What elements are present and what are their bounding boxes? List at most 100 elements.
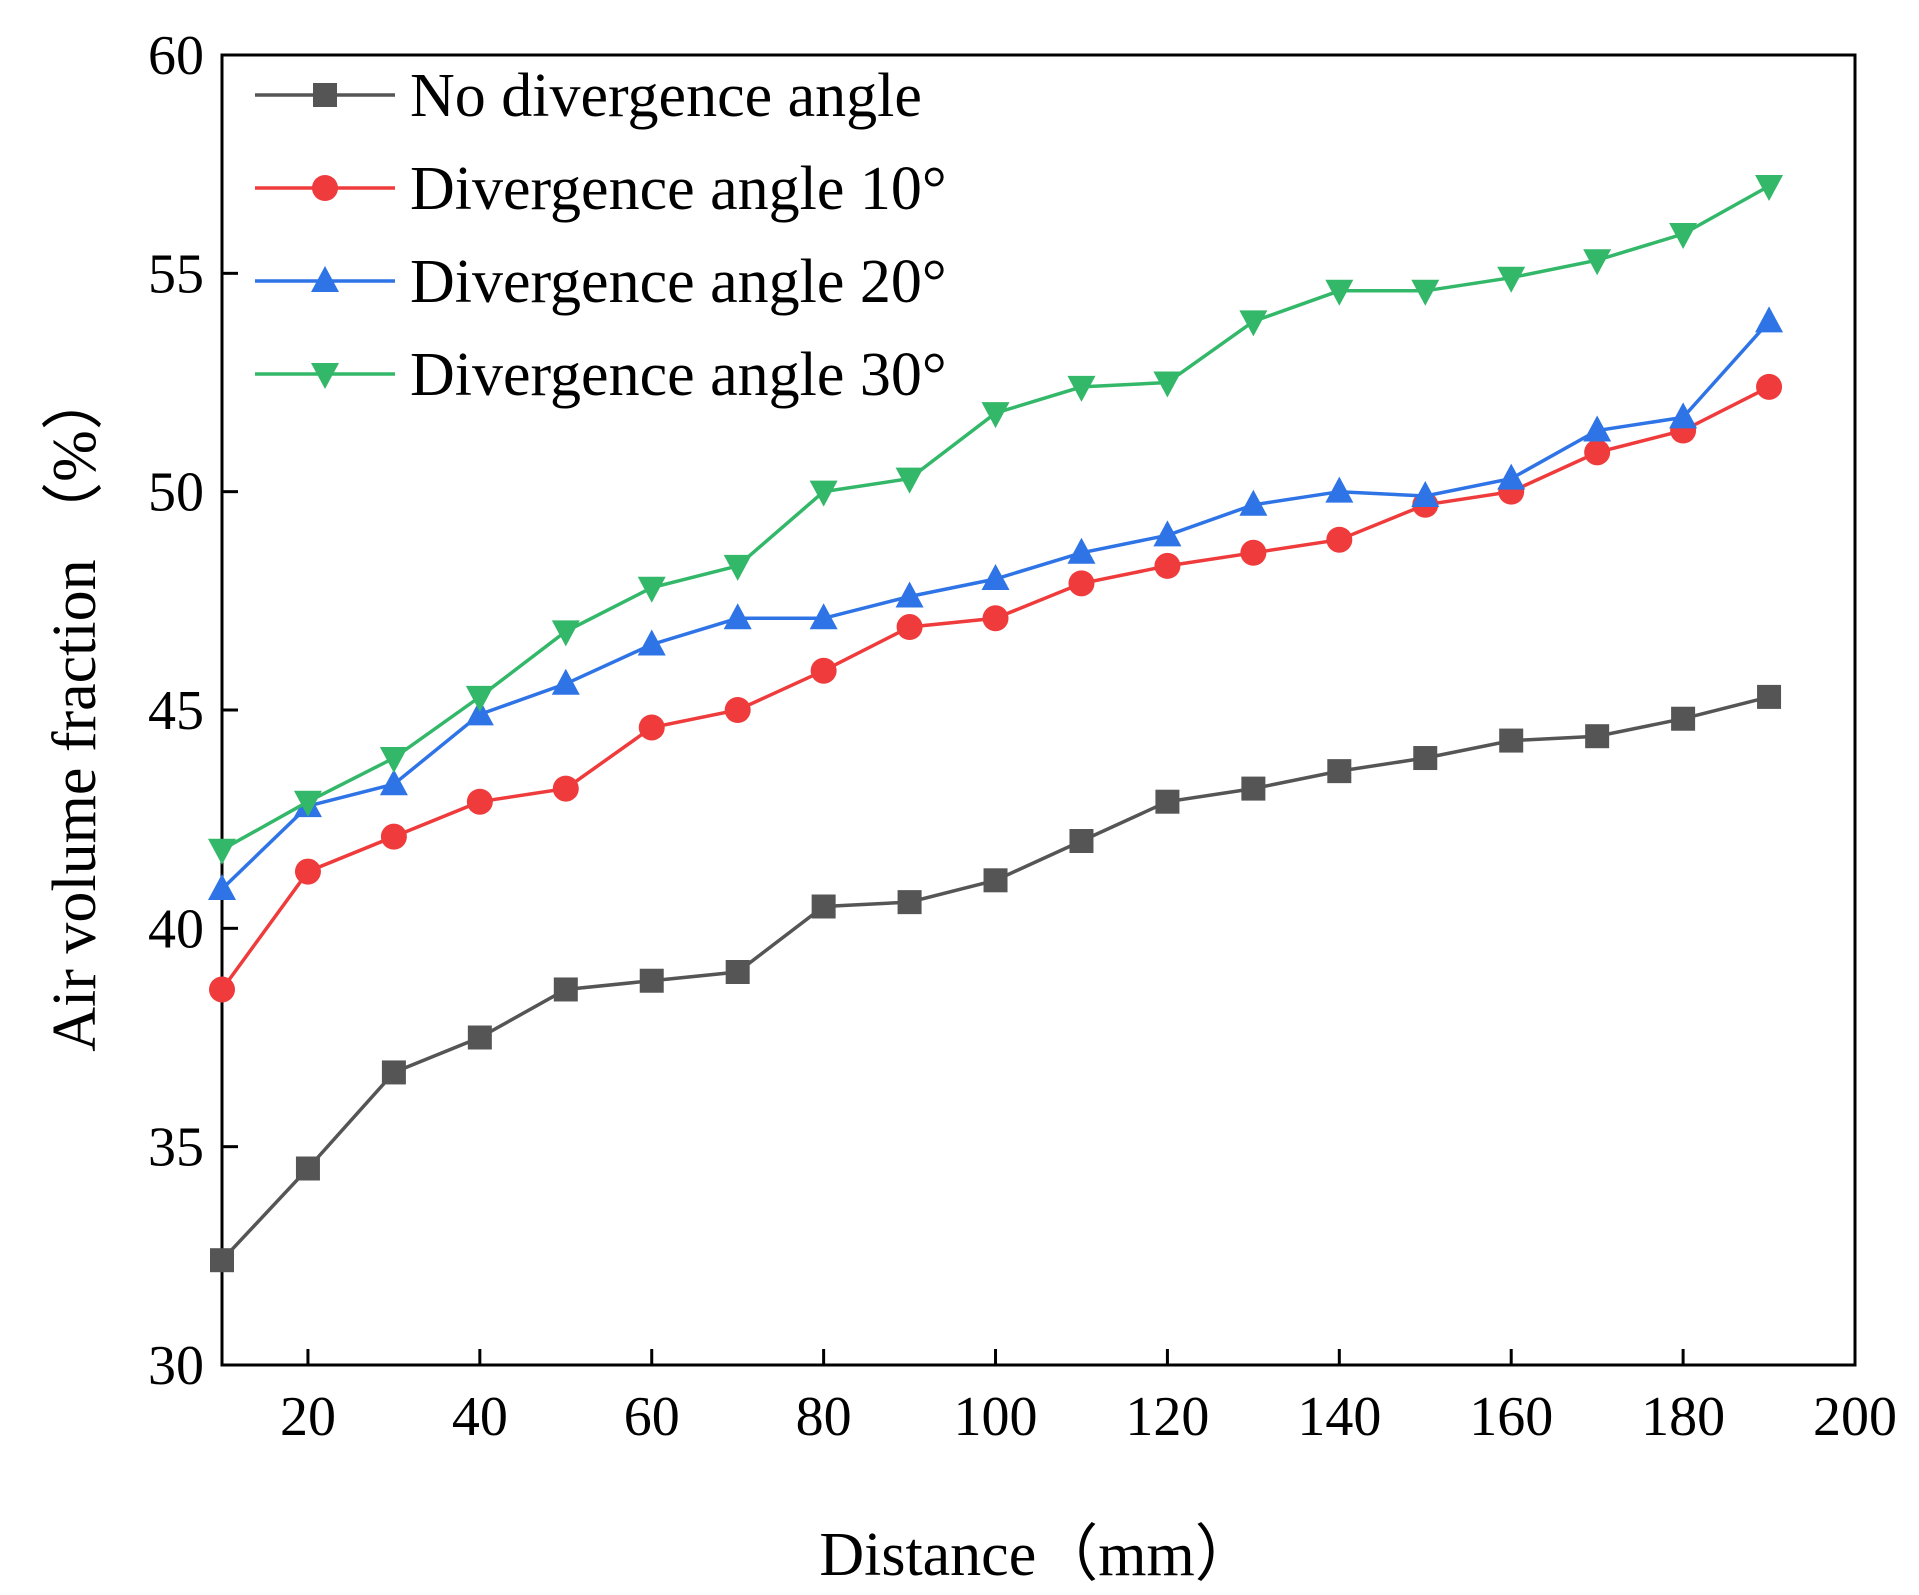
y-tick-label: 60 [148,25,204,87]
x-tick-label: 140 [1297,1386,1381,1448]
data-point [1241,776,1266,801]
data-point [981,564,1010,590]
legend-label: Divergence angle 20° [410,248,947,316]
data-point [379,747,408,774]
data-point [553,977,578,1002]
data-point [1757,684,1782,709]
data-point [897,890,922,915]
x-tick-label: 120 [1125,1386,1209,1448]
data-point [293,790,322,817]
data-point [551,668,580,695]
data-point [1153,520,1182,547]
legend-item: No divergence angle [255,62,922,130]
legend-item: Divergence angle 20° [255,248,947,316]
data-point [981,402,1010,429]
data-point [639,968,664,993]
x-axis-title: Distance（mm） [819,1521,1256,1589]
data-point [638,714,665,741]
data-point [725,960,750,984]
data-point [379,769,408,796]
data-point [466,788,493,815]
data-point [294,858,321,885]
data-point [1327,759,1352,784]
data-point [1583,415,1612,442]
data-point [210,1248,234,1273]
legend-item: Divergence angle 30° [255,341,947,409]
data-point [1669,223,1698,250]
y-tick-label: 40 [148,898,204,960]
data-point [551,620,580,647]
data-point [467,1025,492,1050]
data-point [1155,789,1180,814]
data-point [637,629,666,656]
axes: 20 40 60 80 100 120 140 160 180 200 30 35 40 45 50 55 60 [148,25,1897,1448]
data-point [809,603,838,630]
data-point [381,1060,406,1085]
x-tick-label: 40 [452,1386,508,1448]
legend-swatch-marker [312,175,338,201]
data-point [1499,728,1524,753]
x-tick-label: 100 [954,1386,1038,1448]
data-point [552,775,579,802]
x-tick-label: 20 [280,1386,336,1448]
data-point [1239,310,1268,337]
data-point [465,685,494,712]
data-point [1325,279,1354,306]
data-point [1240,539,1267,566]
series-line [220,695,1770,1262]
data-point [895,581,924,608]
series-line [220,385,1770,991]
legend-label: Divergence angle 30° [410,341,947,409]
x-tick-label: 200 [1813,1386,1897,1448]
data-point [1411,279,1440,306]
x-tick-label: 160 [1469,1386,1553,1448]
data-point [1239,489,1268,516]
legend-swatch-marker [313,83,337,107]
data-point [1068,570,1095,597]
x-tick-label: 80 [796,1386,852,1448]
data-point [1067,375,1096,402]
data-point [982,605,1009,632]
data-point [1583,249,1612,276]
data-point [1413,746,1438,771]
data-point [1326,526,1353,553]
data-point [1497,463,1526,490]
legend: No divergence angle Divergence angle 10° D… [255,62,947,409]
legend-item: Divergence angle 10° [255,155,947,223]
data-point [1067,537,1096,564]
series-layer [208,175,1784,1273]
data-point [811,894,836,919]
y-tick-label: 30 [148,1335,204,1397]
series-2 [209,373,1783,1003]
x-tick-label: 60 [624,1386,680,1448]
x-tick-label: 180 [1641,1386,1725,1448]
legend-label: Divergence angle 10° [410,155,947,223]
y-axis-title: Air volume fraction （%） [41,368,109,1052]
data-point [1756,373,1783,400]
series-4 [208,175,1784,865]
data-point [208,838,236,865]
data-point [1584,439,1611,466]
data-point [809,480,838,507]
data-point [1585,724,1610,749]
data-point [465,699,494,726]
y-tick-label: 45 [148,680,204,742]
data-point [1671,706,1696,731]
data-point [724,697,751,723]
legend-swatch-marker [311,266,339,292]
data-point [1153,371,1182,398]
data-point [208,874,236,901]
data-point [723,554,752,581]
data-point [1497,266,1526,293]
data-point [295,1156,320,1181]
y-tick-label: 50 [148,462,204,524]
data-point [896,614,923,641]
data-point [983,868,1008,893]
data-point [1154,552,1181,579]
data-point [637,576,666,603]
data-point [1069,829,1094,853]
series-1 [210,684,1782,1273]
data-point [1325,476,1354,503]
data-point [209,976,235,1003]
